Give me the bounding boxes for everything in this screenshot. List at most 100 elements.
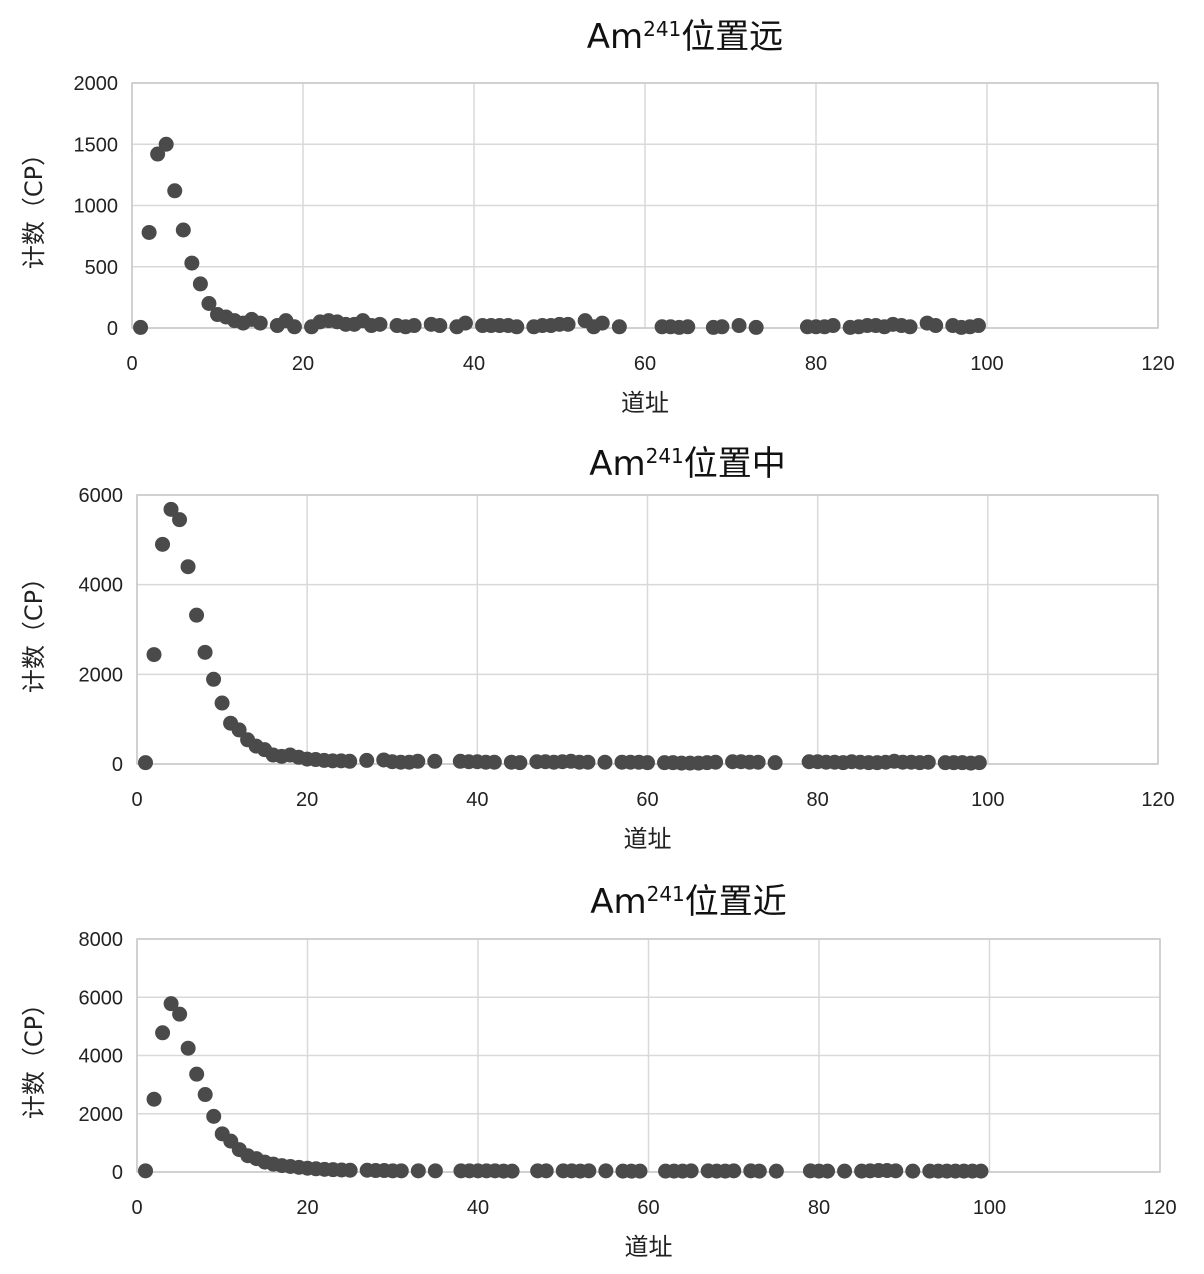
data-point [180, 1040, 196, 1056]
data-point [155, 536, 171, 552]
x-tick-label: 0 [131, 1197, 142, 1219]
data-point [189, 607, 205, 623]
data-point [393, 1163, 409, 1179]
data-point [192, 276, 208, 292]
data-point [138, 755, 154, 771]
y-axis-label: 计数（CP） [20, 992, 48, 1119]
data-point [767, 755, 783, 771]
x-tick-label: 120 [1141, 789, 1174, 811]
chart-far-svg: Am241位置远 0 500 1000 1500 2000 0 20 40 60 80 100 120 道… [20, 17, 1175, 417]
data-point [580, 754, 596, 770]
chart-title: Am241位置近 [590, 882, 787, 922]
chart-title-suffix: 位置近 [685, 882, 787, 922]
chart-title-main: Am [590, 882, 646, 922]
x-tick-label: 0 [131, 789, 142, 811]
data-point [581, 1163, 597, 1179]
data-point [973, 1163, 989, 1179]
x-tick-label: 20 [296, 789, 318, 811]
data-point [141, 224, 157, 240]
data-point [837, 1163, 853, 1179]
chart-far: Am241位置远 0 500 1000 1500 2000 0 20 40 60 80 100 120 道… [0, 0, 1204, 420]
data-point [406, 318, 422, 334]
data-point [201, 296, 217, 311]
data-point [680, 319, 696, 335]
chart-mid: Am241位置中 0 2000 4000 6000 0 20 40 60 80 100 120 道址 计数… [0, 430, 1204, 860]
x-tick-label: 0 [126, 353, 137, 375]
x-axis-label: 道址 [624, 825, 672, 853]
y-tick-label: 1500 [74, 134, 119, 156]
data-point [598, 1163, 614, 1179]
data-point [708, 754, 724, 770]
data-point [825, 318, 841, 334]
y-tick-label: 500 [85, 257, 118, 279]
y-tick-label: 1000 [74, 196, 119, 218]
data-point [457, 315, 473, 331]
x-tick-label: 100 [970, 353, 1003, 375]
data-point [175, 222, 191, 238]
data-point [640, 755, 655, 771]
plot-area-frame [131, 82, 1159, 329]
data-point [231, 722, 247, 738]
data-point [172, 512, 188, 528]
data-point [560, 316, 576, 332]
data-point [731, 318, 747, 334]
data-point [410, 753, 426, 769]
chart-title: Am241位置中 [589, 444, 786, 484]
data-point [512, 755, 528, 771]
y-tick-label: 8000 [79, 929, 124, 951]
data-point [768, 1163, 784, 1179]
data-point [372, 316, 388, 332]
data-point [163, 996, 179, 1012]
x-tick-label: 20 [292, 353, 314, 375]
x-tick-label: 80 [805, 353, 827, 375]
y-tick-label: 2000 [74, 73, 119, 95]
y-tick-label: 4000 [79, 1046, 124, 1068]
data-point [504, 1163, 520, 1179]
data-point [342, 1162, 358, 1178]
data-point [133, 319, 149, 335]
y-tick-label: 0 [112, 754, 123, 776]
data-point [197, 644, 213, 660]
y-tick-label: 4000 [79, 575, 124, 597]
y-tick-label: 2000 [79, 1104, 124, 1126]
chart-near: Am241位置近 0 2000 4000 6000 8000 0 20 40 60 80 100 120… [0, 868, 1204, 1268]
data-point [902, 319, 918, 335]
data-point [509, 319, 525, 335]
y-tick-label: 6000 [79, 987, 124, 1009]
y-tick-label: 0 [112, 1162, 123, 1184]
chart-title-main: Am [587, 17, 643, 57]
data-point [252, 315, 268, 331]
data-point [172, 1006, 188, 1022]
y-tick-label: 0 [107, 318, 118, 340]
chart-near-svg: Am241位置近 0 2000 4000 6000 8000 0 20 40 60 80 100 120… [20, 882, 1177, 1261]
data-point [410, 1163, 426, 1179]
data-point [427, 753, 443, 769]
chart-title-suffix: 位置中 [684, 444, 786, 484]
data-point [432, 318, 448, 334]
x-tick-label: 40 [463, 353, 485, 375]
data-point [632, 1163, 648, 1179]
data-point [486, 754, 502, 770]
data-point [714, 319, 730, 335]
x-tick-label: 80 [808, 1197, 830, 1219]
data-point [158, 136, 174, 152]
x-tick-label: 60 [637, 1197, 659, 1219]
data-point [538, 1163, 554, 1179]
x-tick-label: 100 [973, 1197, 1006, 1219]
data-point [206, 671, 222, 687]
x-tick-label: 80 [807, 789, 829, 811]
data-point [597, 754, 613, 770]
x-axis-label: 道址 [621, 389, 669, 417]
data-point [197, 1087, 213, 1103]
data-point [146, 647, 162, 663]
data-point [683, 1163, 699, 1179]
x-tick-label: 120 [1141, 353, 1174, 375]
data-point [155, 1025, 171, 1041]
chart-title-suffix: 位置远 [681, 17, 783, 57]
y-tick-label: 6000 [79, 485, 124, 507]
data-point [163, 501, 179, 517]
y-tick-label: 2000 [79, 664, 124, 686]
x-tick-label: 60 [634, 353, 656, 375]
x-tick-label: 40 [467, 1197, 489, 1219]
data-point [726, 1163, 742, 1179]
